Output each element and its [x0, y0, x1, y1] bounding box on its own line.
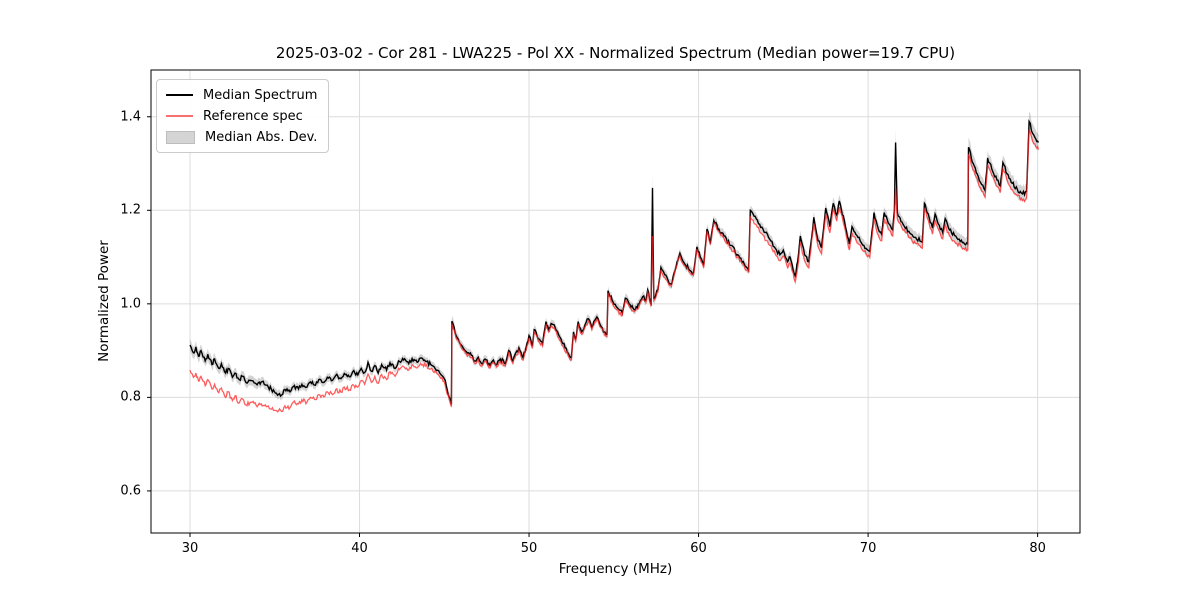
mad-band-swatch-icon	[166, 130, 195, 144]
reference-spec-line	[189, 129, 1040, 413]
median-spectrum-line	[189, 119, 1040, 405]
legend-item-median-spectrum: Median Spectrum	[166, 87, 317, 103]
legend-label-mad: Median Abs. Dev.	[205, 129, 318, 145]
y-tick-label: 1.2	[120, 202, 141, 218]
chart-title: 2025-03-02 - Cor 281 - LWA225 - Pol XX -…	[275, 44, 956, 62]
mad-band	[190, 111, 1039, 410]
legend-label-median-spectrum: Median Spectrum	[203, 87, 318, 103]
median-spectrum-line-swatch-icon	[166, 94, 193, 96]
legend-item-reference-spec: Reference spec	[166, 108, 317, 124]
legend-item-mad: Median Abs. Dev.	[166, 129, 317, 145]
plot-border	[150, 69, 1081, 534]
x-axis-label: Frequency (MHz)	[558, 561, 673, 577]
y-tick-label: 0.8	[120, 389, 141, 405]
y-tick-label: 1.0	[120, 296, 141, 312]
x-tick-label: 80	[1029, 541, 1046, 556]
x-tick-label: 70	[859, 541, 877, 556]
axis-ticks	[147, 116, 1039, 537]
y-tick-label: 0.6	[120, 483, 141, 499]
y-tick-label: 1.4	[120, 109, 141, 125]
x-tick-label: 40	[351, 541, 368, 556]
x-tick-label: 50	[520, 541, 538, 556]
legend-label-reference-spec: Reference spec	[203, 108, 303, 124]
x-tick-label: 60	[690, 541, 707, 556]
x-tick-label: 30	[181, 541, 199, 556]
legend: Median Spectrum Reference spec Median Ab…	[156, 79, 330, 153]
reference-spec-line-swatch-icon	[166, 115, 193, 117]
